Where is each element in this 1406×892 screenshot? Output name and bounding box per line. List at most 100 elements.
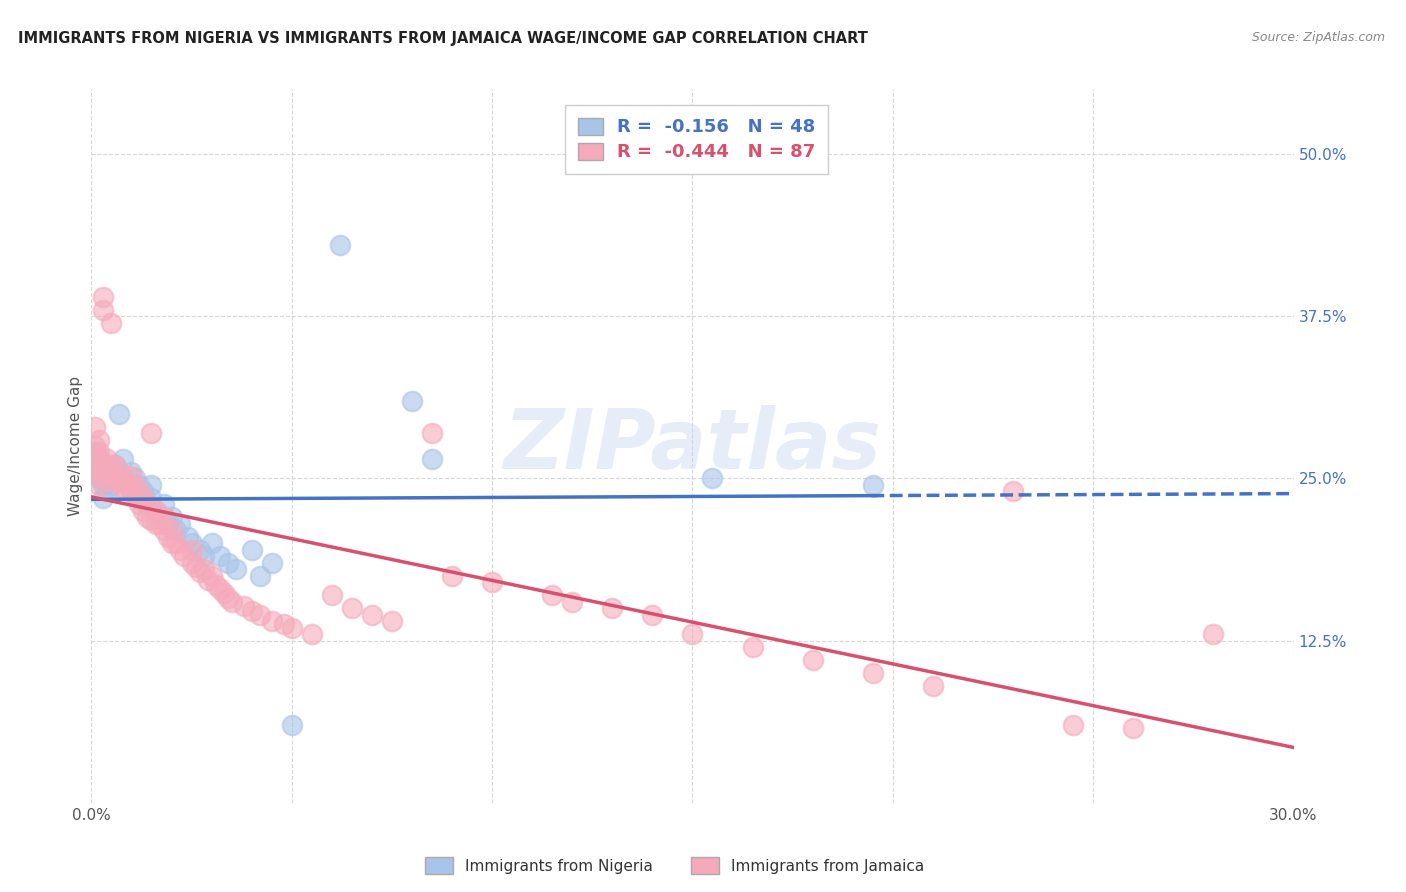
Point <box>208 582 231 596</box>
Point <box>281 718 304 732</box>
Point <box>260 556 283 570</box>
Point <box>141 478 163 492</box>
Point <box>93 290 115 304</box>
Point <box>89 433 111 447</box>
Point <box>160 536 183 550</box>
Point <box>212 585 235 599</box>
Point <box>221 595 243 609</box>
Point <box>561 595 583 609</box>
Point <box>100 474 122 488</box>
Point <box>141 425 163 440</box>
Point <box>165 524 187 538</box>
Point <box>169 542 191 557</box>
Point <box>145 504 167 518</box>
Point <box>145 516 167 531</box>
Point <box>104 458 127 473</box>
Point <box>156 516 179 531</box>
Point <box>93 491 115 505</box>
Point <box>104 471 127 485</box>
Point <box>96 484 118 499</box>
Point <box>440 568 463 582</box>
Point <box>232 599 254 613</box>
Point <box>1202 627 1225 641</box>
Point <box>100 316 122 330</box>
Point <box>160 524 183 538</box>
Y-axis label: Wage/Income Gap: Wage/Income Gap <box>67 376 83 516</box>
Point <box>148 516 170 531</box>
Point <box>89 478 111 492</box>
Point <box>862 666 884 681</box>
Point <box>93 478 115 492</box>
Point <box>132 504 155 518</box>
Point <box>136 495 159 509</box>
Text: ZIPatlas: ZIPatlas <box>503 406 882 486</box>
Point <box>188 542 211 557</box>
Point <box>136 510 159 524</box>
Point <box>141 491 163 505</box>
Point <box>132 491 155 505</box>
Point <box>108 474 131 488</box>
Point <box>321 588 343 602</box>
Point <box>240 604 263 618</box>
Point <box>156 530 179 544</box>
Point <box>93 471 115 485</box>
Point <box>100 465 122 479</box>
Point <box>104 458 127 473</box>
Point <box>104 471 127 485</box>
Point <box>204 578 226 592</box>
Point <box>100 478 122 492</box>
Point <box>420 452 443 467</box>
Point <box>741 640 763 654</box>
Point <box>96 471 118 485</box>
Point <box>1001 484 1024 499</box>
Point <box>96 452 118 467</box>
Text: Source: ZipAtlas.com: Source: ZipAtlas.com <box>1251 31 1385 45</box>
Point <box>702 471 724 485</box>
Legend: Immigrants from Nigeria, Immigrants from Jamaica: Immigrants from Nigeria, Immigrants from… <box>419 851 931 880</box>
Point <box>117 484 139 499</box>
Point <box>217 556 239 570</box>
Point <box>121 484 143 499</box>
Point <box>124 471 146 485</box>
Point <box>121 465 143 479</box>
Point <box>112 471 135 485</box>
Point <box>169 516 191 531</box>
Point <box>360 607 382 622</box>
Point <box>180 536 202 550</box>
Point <box>401 393 423 408</box>
Point <box>100 458 122 473</box>
Point <box>145 504 167 518</box>
Point <box>152 497 174 511</box>
Point <box>1122 721 1144 735</box>
Point <box>249 607 271 622</box>
Point <box>128 478 150 492</box>
Point <box>381 614 404 628</box>
Point <box>84 445 107 459</box>
Point <box>165 536 187 550</box>
Point <box>141 500 163 514</box>
Point <box>208 549 231 564</box>
Point <box>173 549 195 564</box>
Point <box>201 568 224 582</box>
Point <box>152 510 174 524</box>
Point <box>481 575 503 590</box>
Point <box>180 556 202 570</box>
Point <box>180 542 202 557</box>
Point <box>862 478 884 492</box>
Point <box>188 565 211 579</box>
Point <box>84 452 107 467</box>
Point <box>112 471 135 485</box>
Point <box>217 591 239 605</box>
Point <box>93 458 115 473</box>
Point <box>197 573 219 587</box>
Point <box>1062 718 1084 732</box>
Point <box>801 653 824 667</box>
Legend: R =  -0.156   N = 48, R =  -0.444   N = 87: R = -0.156 N = 48, R = -0.444 N = 87 <box>565 104 828 174</box>
Point <box>152 524 174 538</box>
Point <box>93 458 115 473</box>
Point <box>112 452 135 467</box>
Point <box>184 559 207 574</box>
Point <box>89 445 111 459</box>
Point <box>128 491 150 505</box>
Point <box>273 616 295 631</box>
